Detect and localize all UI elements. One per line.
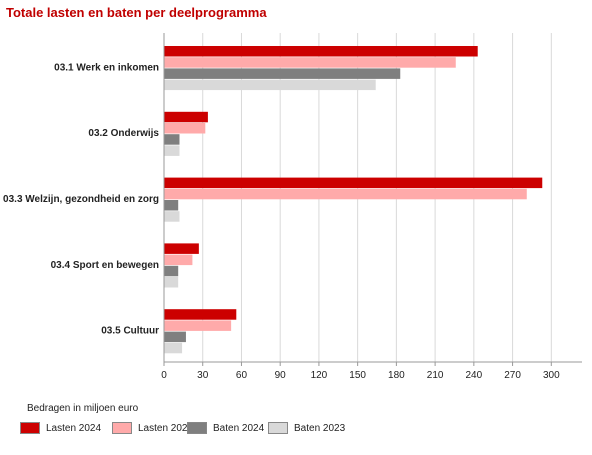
bar-2-4 [164, 331, 186, 343]
bar-3-4 [164, 342, 183, 354]
category-labels: 03.1 Werk en inkomen 03.2 Onderwijs 03.3 W… [3, 62, 159, 336]
bar-0-0 [164, 46, 478, 57]
legend-item: Baten 2023 [268, 420, 345, 436]
category-label: 03.2 Onderwijs [88, 128, 159, 139]
bar-0-2 [164, 177, 543, 189]
legend-label: Lasten 2023 [138, 422, 194, 434]
bar-2-2 [164, 200, 179, 211]
chart-title: Totale lasten en baten per deelprogramma [6, 5, 267, 20]
bar-2-1 [164, 134, 180, 145]
legend-item: Lasten 2024 [20, 420, 101, 436]
bar-3-1 [164, 145, 180, 156]
x-tick-label: 90 [275, 370, 287, 381]
x-tick-label: 60 [236, 370, 248, 381]
legend-swatch [268, 422, 288, 434]
legend-swatch [187, 422, 207, 434]
legend-label: Baten 2023 [294, 422, 346, 434]
legend-item: Baten 2024 [187, 420, 264, 436]
x-tick-label: 30 [197, 370, 209, 381]
bar-1-3 [164, 254, 193, 266]
x-tick-label: 210 [427, 370, 444, 381]
bar-2-0 [164, 68, 401, 79]
bar-2-3 [164, 265, 179, 277]
bar-0-1 [164, 111, 208, 123]
tick-labels: 0 30 60 90 120 150 180 210 240 270 300 [161, 370, 560, 381]
legend-label: Lasten 2024 [46, 422, 102, 434]
bar-3-0 [164, 79, 376, 91]
x-tick-label: 0 [161, 370, 167, 381]
category-label: 03.5 Cultuur [101, 326, 159, 337]
x-tick-label: 240 [465, 370, 482, 381]
category-label: 03.3 Welzijn, gezondheid en zorg [3, 194, 159, 205]
bar-1-2 [164, 188, 527, 200]
bars [164, 46, 543, 354]
bar-0-3 [164, 243, 199, 254]
axes [163, 33, 582, 363]
x-tick-label: 150 [349, 370, 366, 381]
bar-3-3 [164, 277, 179, 288]
legend-item: Lasten 2023 [112, 420, 193, 436]
category-label: 03.4 Sport en bewegen [51, 260, 159, 271]
bar-chart: 03.1 Werk en inkomen 03.2 Onderwijs 03.3 W… [3, 33, 582, 381]
x-tick-label: 270 [504, 370, 521, 381]
bar-3-2 [164, 211, 180, 222]
bar-0-4 [164, 309, 237, 320]
bar-1-0 [164, 57, 456, 68]
x-tick-label: 120 [311, 370, 328, 381]
bar-1-4 [164, 320, 232, 331]
unit-note: Bedragen in miljoen euro [27, 403, 139, 414]
bar-1-1 [164, 123, 206, 134]
category-label: 03.1 Werk en inkomen [54, 62, 159, 73]
legend-swatch [20, 422, 40, 434]
x-tick-label: 300 [543, 370, 560, 381]
legend-swatch [112, 422, 132, 434]
x-tick-label: 180 [388, 370, 405, 381]
legend-label: Baten 2024 [213, 422, 265, 434]
